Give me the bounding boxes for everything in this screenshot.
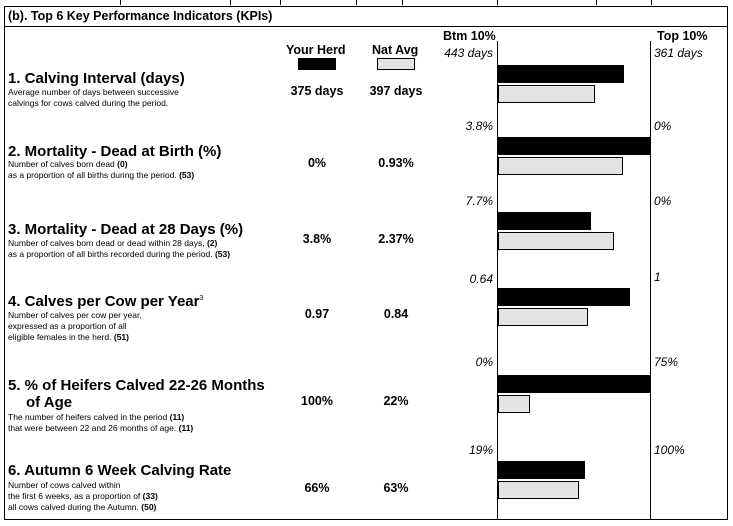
kpi-description-line: that were between 22 and 26 months of ag…: [8, 423, 194, 433]
top-axis-line: [650, 41, 651, 519]
kpi-title-text-cont: of Age: [26, 394, 73, 411]
btm-10-label: 443 days: [444, 46, 493, 60]
kpi-description: Number of calves per cow per year, expres…: [8, 310, 142, 343]
herd-bar: [498, 375, 650, 393]
herd-value: 100%: [301, 394, 333, 408]
herd-value: 375 days: [290, 84, 344, 98]
kpi-title: 6. Autumn 6 Week Calving Rate: [8, 462, 231, 479]
kpi-description-line: calvings for cows calved during the peri…: [8, 98, 169, 108]
nat-avg-bar: [498, 395, 530, 413]
kpi-description-line: Number of calves born dead (0): [8, 159, 128, 169]
col-header-nat: Nat Avg: [372, 43, 419, 57]
btm-10-label: 19%: [468, 443, 493, 457]
kpi-description: The number of heifers calved in the peri…: [8, 412, 193, 434]
nat-avg-value: 2.37%: [378, 232, 414, 246]
herd-bar: [498, 212, 591, 230]
kpi-title: 2. Mortality - Dead at Birth (%): [8, 143, 221, 160]
top-ticks: [0, 0, 733, 6]
kpi-description-line: eligible females in the herd. (51): [8, 332, 129, 342]
kpi-title: 5. % of Heifers Calved 22-26 Months of Ag…: [8, 377, 265, 411]
kpi-description: Number of calves born dead (0) as a propo…: [8, 159, 194, 181]
legend-nat-swatch: [377, 58, 415, 70]
kpi-description-line: Number of calves per cow per year,: [8, 310, 142, 320]
kpi-description-line: as a proportion of all births during the…: [8, 170, 195, 180]
section-title: (b). Top 6 Key Performance Indicators (K…: [8, 9, 273, 23]
btm-axis-line: [497, 41, 498, 519]
nat-avg-value: 0.93%: [378, 156, 414, 170]
kpi-count: (0): [117, 159, 128, 169]
nat-avg-bar: [498, 308, 588, 326]
top-10-label: 100%: [654, 443, 685, 457]
kpi-count: (11): [169, 412, 185, 422]
top-10-label: 1: [654, 270, 661, 284]
nat-avg-value: 63%: [383, 481, 409, 495]
kpi-title-text: 2. Mortality - Dead at Birth (%): [8, 143, 222, 160]
nat-avg-bar: [498, 85, 595, 103]
kpi-count: (51): [113, 332, 129, 342]
kpi-count: (53): [214, 249, 231, 259]
nat-avg-bar: [498, 157, 623, 175]
top-10-label: 0%: [654, 119, 672, 133]
top-10-label: 75%: [654, 355, 679, 369]
nat-avg-value: 0.84: [383, 307, 409, 321]
btm-10-label: 0%: [475, 355, 493, 369]
kpi-count: (33): [142, 491, 158, 501]
nat-avg-bar: [498, 481, 579, 499]
kpi-description-line: Number of calves born dead or dead withi…: [8, 238, 218, 248]
kpi-description-line: Number of cows calved within: [8, 480, 121, 490]
herd-bar: [498, 65, 624, 83]
kpi-footnote-ref: 3: [199, 295, 204, 302]
top-10-label: 0%: [654, 194, 672, 208]
col-header-herd: Your Herd: [286, 43, 346, 57]
top-10-label: 361 days: [654, 46, 703, 60]
col-header-btm: Btm 10%: [443, 29, 496, 43]
title-divider: [4, 26, 728, 27]
kpi-description-line: as a proportion of all births recorded d…: [8, 249, 231, 259]
kpi-count: (50): [141, 502, 157, 512]
herd-bar: [498, 288, 630, 306]
herd-value: 0.97: [304, 307, 330, 321]
kpi-count: (53): [179, 170, 195, 180]
kpi-title-text: 6. Autumn 6 Week Calving Rate: [8, 462, 232, 479]
kpi-count: (11): [178, 423, 194, 433]
kpi-count: (2): [206, 238, 218, 248]
nat-avg-value: 397 days: [369, 84, 423, 98]
kpi-title-text: 1. Calving Interval (days): [8, 70, 185, 87]
bottom-divider: [4, 519, 728, 520]
kpi-description-line: The number of heifers calved in the peri…: [8, 412, 185, 422]
herd-value: 66%: [304, 481, 330, 495]
kpi-description-line: the first 6 weeks, as a proportion of (3…: [8, 491, 158, 501]
kpi-title: 4. Calves per Cow per Year3: [8, 293, 203, 310]
btm-10-label: 0.64: [469, 272, 493, 286]
nat-avg-bar: [498, 232, 614, 250]
kpi-description-line: Average number of days between successiv…: [8, 87, 179, 97]
kpi-description: Number of calves born dead or dead withi…: [8, 238, 230, 260]
kpi-title-text: 3. Mortality - Dead at 28 Days (%): [8, 221, 244, 238]
btm-10-label: 3.8%: [465, 119, 493, 133]
kpi-description: Average number of days between successiv…: [8, 87, 179, 109]
col-header-top: Top 10%: [657, 29, 708, 43]
herd-value: 0%: [307, 156, 327, 170]
herd-bar: [498, 461, 585, 479]
btm-10-label: 7.7%: [465, 194, 493, 208]
kpi-description-line: all cows calved during the Autumn. (50): [8, 502, 157, 512]
herd-bar: [498, 137, 650, 155]
kpi-title-text: 5. % of Heifers Calved 22-26 Months: [8, 377, 265, 394]
kpi-title-text: 4. Calves per Cow per Year: [8, 293, 200, 310]
nat-avg-value: 22%: [383, 394, 409, 408]
kpi-description: Number of cows calved within the first 6 …: [8, 480, 158, 513]
kpi-title: 3. Mortality - Dead at 28 Days (%): [8, 221, 243, 238]
kpi-title: 1. Calving Interval (days): [8, 70, 185, 87]
herd-value: 3.8%: [302, 232, 332, 246]
legend-herd-swatch: [298, 58, 336, 70]
kpi-description-line: expressed as a proportion of all: [8, 321, 127, 331]
